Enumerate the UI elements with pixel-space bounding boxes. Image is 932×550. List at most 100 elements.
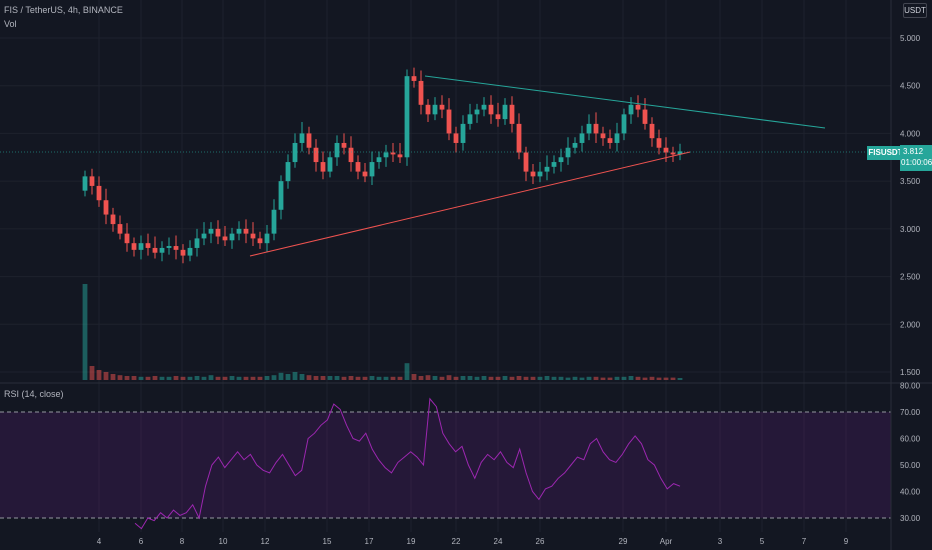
volume-bar [565, 377, 571, 380]
candle-body [103, 200, 109, 215]
volume-bar [474, 376, 480, 380]
volume-bar [390, 376, 396, 380]
candle-body [495, 114, 501, 120]
volume-bar [138, 376, 144, 380]
volume-bar [89, 366, 95, 380]
volume-bar [152, 376, 158, 380]
candlesticks [82, 67, 683, 264]
candle-body [404, 76, 410, 158]
volume-bar [614, 376, 620, 380]
candle-body [152, 247, 158, 253]
candle-body [642, 109, 648, 124]
candle-body [264, 233, 270, 244]
candle-body [327, 157, 333, 172]
volume-bar [166, 376, 172, 380]
volume-bar [418, 376, 424, 380]
volume-bar [320, 376, 326, 380]
rsi-tick-label: 80.00 [900, 382, 921, 391]
time-tick-label: 8 [180, 537, 185, 546]
candle-body [271, 209, 277, 234]
volume-bar [159, 376, 165, 380]
candle-body [397, 154, 403, 158]
grid-lines [0, 0, 891, 532]
time-tick-label: 12 [261, 537, 270, 546]
candle-body [292, 142, 298, 163]
candle-body [82, 176, 88, 191]
candle-body [572, 142, 578, 148]
candle-body [131, 243, 137, 250]
candle-body [656, 138, 662, 148]
time-tick-label: 19 [407, 537, 416, 546]
rsi-tick-label: 60.00 [900, 435, 921, 444]
last-price-badge: 3.812 01:00:06 [900, 145, 932, 171]
price-tick-label: 3.000 [900, 225, 921, 234]
rsi-tick-label: 70.00 [900, 408, 921, 417]
time-tick-label: 15 [323, 537, 332, 546]
volume-bar [404, 363, 410, 380]
volume-bar [537, 376, 543, 380]
volume-bar [481, 376, 487, 380]
volume-bar [558, 376, 564, 380]
volume-bar [572, 376, 578, 380]
candle-body [285, 162, 291, 182]
volume-bar [292, 372, 298, 380]
volume-bar [334, 376, 340, 380]
time-tick-label: 9 [844, 537, 849, 546]
candle-body [348, 147, 354, 163]
volume-bar [355, 376, 361, 380]
candle-body [460, 123, 466, 143]
candle-body [530, 171, 536, 177]
rsi-line [134, 397, 681, 530]
candle-body [369, 162, 375, 177]
time-tick-label: 17 [365, 537, 374, 546]
volume-bar [271, 375, 277, 380]
candle-body [306, 133, 312, 148]
rsi-band [0, 412, 891, 518]
currency-button[interactable]: USDT [903, 3, 927, 18]
volume-bar [551, 376, 557, 380]
volume-bar [215, 376, 221, 380]
volume-bar [579, 377, 585, 380]
volume-bar [509, 376, 515, 380]
candle-body [236, 228, 242, 234]
candle-body [208, 228, 214, 234]
volume-bar [600, 377, 606, 380]
volume-bar [348, 376, 354, 380]
candle-body [355, 162, 361, 172]
volume-bar [516, 376, 522, 380]
candle-body [173, 246, 179, 250]
volume-bar [257, 376, 263, 380]
candle-body [586, 123, 592, 134]
candle-body [600, 133, 606, 139]
volume-bar [663, 377, 669, 380]
volume-bar [250, 376, 256, 380]
volume-bar [607, 377, 613, 380]
volume-bar [236, 376, 242, 380]
candle-body [607, 138, 613, 143]
volume-bar [670, 377, 676, 380]
candle-body [201, 233, 207, 239]
candle-body [432, 104, 438, 115]
volume-bar [425, 375, 431, 380]
volume-bar [593, 376, 599, 380]
volume-bar [110, 374, 116, 380]
candle-body [299, 133, 305, 143]
price-tick-label: 2.500 [900, 273, 921, 282]
volume-bar [530, 376, 536, 380]
volume-bar [131, 376, 137, 380]
volume-bar [229, 376, 235, 380]
volume-bar [488, 376, 494, 380]
candle-body [145, 243, 151, 248]
volume-bar [383, 376, 389, 380]
price-tick-label: 1.500 [900, 368, 921, 377]
candle-body [509, 104, 515, 124]
candle-body [187, 247, 193, 256]
candle-body [334, 142, 340, 158]
candle-body [474, 109, 480, 115]
volume-bar [222, 376, 228, 380]
volume-bar [376, 376, 382, 380]
volume-bar [621, 376, 627, 380]
time-tick-label: 6 [139, 537, 144, 546]
rsi-label: RSI (14, close) [4, 389, 64, 399]
